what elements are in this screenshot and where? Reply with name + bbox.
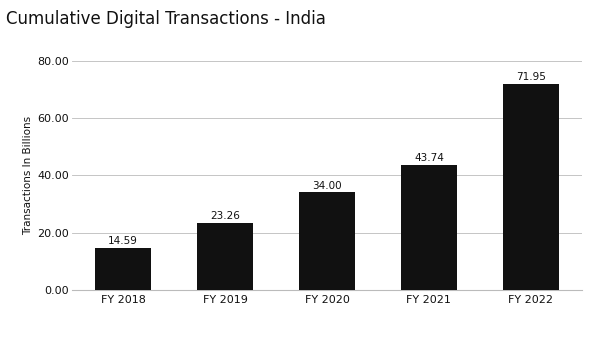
Text: Cumulative Digital Transactions - India: Cumulative Digital Transactions - India (6, 10, 326, 28)
Text: 43.74: 43.74 (414, 153, 444, 163)
Bar (197, 223, 253, 290)
Y-axis label: Transactions In Billions: Transactions In Billions (23, 116, 34, 235)
Text: 34.00: 34.00 (312, 181, 342, 191)
Text: 71.95: 71.95 (516, 72, 546, 82)
Bar (401, 164, 457, 290)
Text: 23.26: 23.26 (210, 212, 240, 221)
Bar (95, 248, 151, 290)
Bar (503, 84, 559, 290)
Text: 14.59: 14.59 (108, 236, 138, 246)
Bar (299, 192, 355, 290)
